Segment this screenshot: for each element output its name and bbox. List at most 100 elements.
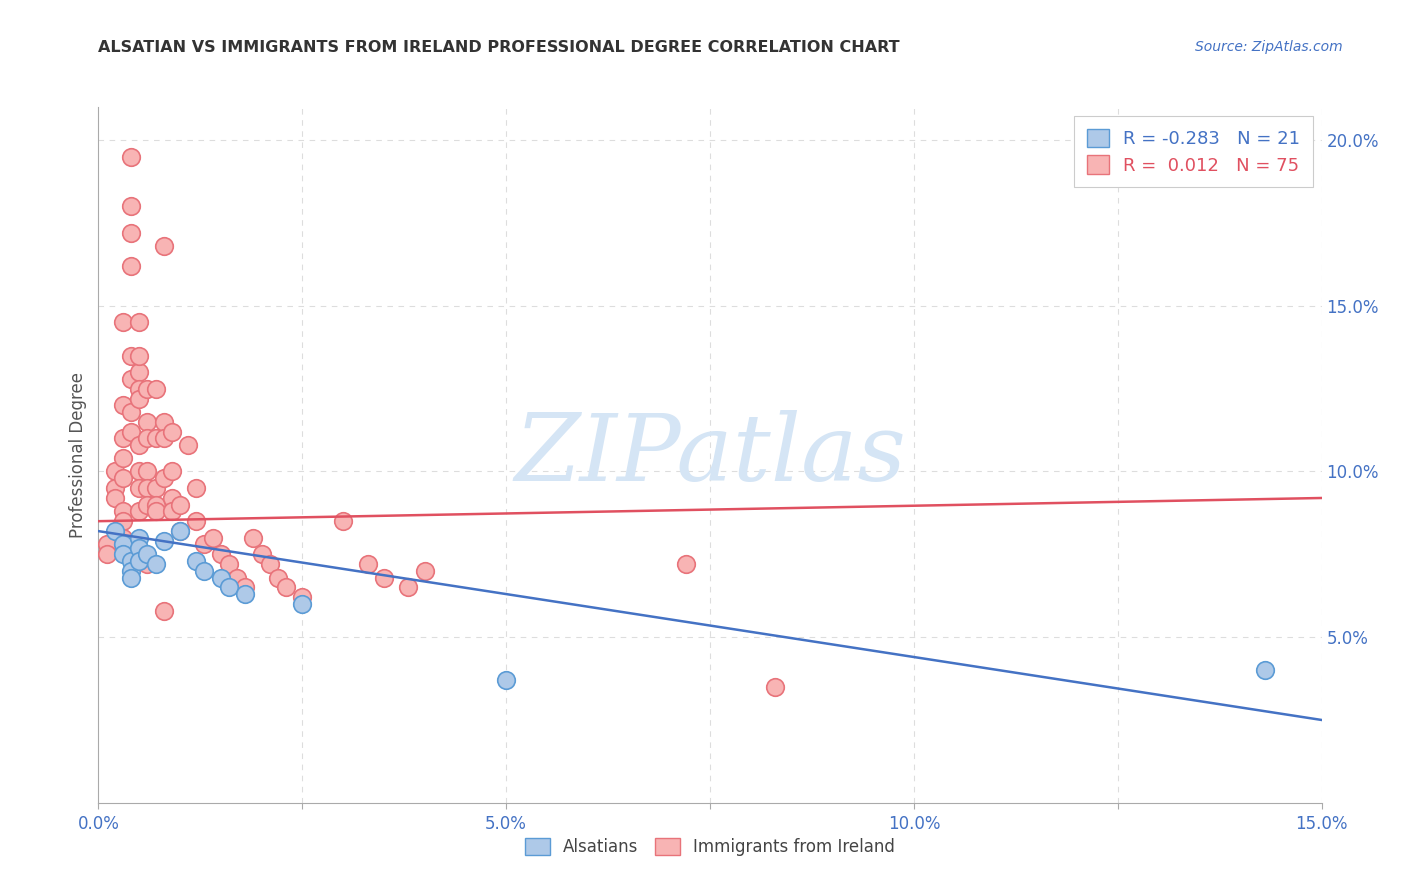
Point <box>291 597 314 611</box>
Point <box>145 382 167 396</box>
Point <box>209 570 232 584</box>
Point <box>201 531 224 545</box>
Point <box>120 199 142 213</box>
Point <box>160 465 183 479</box>
Point <box>495 673 517 688</box>
Point <box>96 547 118 561</box>
Point <box>250 547 273 561</box>
Point <box>218 581 240 595</box>
Point <box>128 382 150 396</box>
Point <box>128 365 150 379</box>
Point <box>145 504 167 518</box>
Point <box>242 531 264 545</box>
Point <box>145 558 167 572</box>
Point <box>128 315 150 329</box>
Point <box>193 537 215 551</box>
Point <box>128 554 150 568</box>
Point <box>169 524 191 538</box>
Point <box>120 226 142 240</box>
Point <box>675 558 697 572</box>
Point <box>120 570 142 584</box>
Point <box>120 425 142 439</box>
Point <box>136 558 159 572</box>
Point <box>291 591 314 605</box>
Point <box>136 481 159 495</box>
Point <box>136 415 159 429</box>
Point <box>104 481 127 495</box>
Point <box>120 259 142 273</box>
Point <box>111 504 134 518</box>
Point <box>152 471 174 485</box>
Point <box>145 431 167 445</box>
Point <box>267 570 290 584</box>
Point <box>145 498 167 512</box>
Point <box>120 150 142 164</box>
Point <box>152 431 174 445</box>
Point <box>373 570 395 584</box>
Point <box>104 524 127 538</box>
Point <box>111 514 134 528</box>
Point <box>145 481 167 495</box>
Point <box>120 405 142 419</box>
Point <box>152 534 174 549</box>
Legend: Alsatians, Immigrants from Ireland: Alsatians, Immigrants from Ireland <box>516 830 904 864</box>
Point <box>218 558 240 572</box>
Point <box>96 537 118 551</box>
Point <box>160 504 183 518</box>
Point <box>136 382 159 396</box>
Point <box>332 514 354 528</box>
Point <box>169 524 191 538</box>
Point <box>111 431 134 445</box>
Point <box>128 531 150 545</box>
Point <box>259 558 281 572</box>
Point <box>763 680 786 694</box>
Point <box>111 547 134 561</box>
Text: ZIPatlas: ZIPatlas <box>515 410 905 500</box>
Point <box>396 581 419 595</box>
Point <box>111 537 134 551</box>
Point <box>136 498 159 512</box>
Y-axis label: Professional Degree: Professional Degree <box>69 372 87 538</box>
Point <box>186 554 208 568</box>
Point <box>356 558 378 572</box>
Point <box>128 392 150 406</box>
Point <box>169 498 191 512</box>
Point <box>111 398 134 412</box>
Point <box>186 481 208 495</box>
Point <box>226 570 249 584</box>
Point <box>136 465 159 479</box>
Point <box>120 372 142 386</box>
Point <box>111 471 134 485</box>
Point <box>128 541 150 555</box>
Point <box>186 514 208 528</box>
Point <box>120 349 142 363</box>
Point <box>111 451 134 466</box>
Point <box>233 581 256 595</box>
Point <box>1253 663 1275 677</box>
Point <box>209 547 232 561</box>
Point <box>128 504 150 518</box>
Point <box>152 239 174 253</box>
Point <box>111 315 134 329</box>
Point <box>152 604 174 618</box>
Point <box>120 554 142 568</box>
Text: ALSATIAN VS IMMIGRANTS FROM IRELAND PROFESSIONAL DEGREE CORRELATION CHART: ALSATIAN VS IMMIGRANTS FROM IRELAND PROF… <box>98 40 900 55</box>
Point <box>104 465 127 479</box>
Point <box>136 431 159 445</box>
Point <box>160 425 183 439</box>
Point <box>233 587 256 601</box>
Point <box>160 491 183 505</box>
Point <box>274 581 297 595</box>
Point <box>128 465 150 479</box>
Point <box>128 438 150 452</box>
Point <box>136 547 159 561</box>
Point <box>128 481 150 495</box>
Point <box>111 531 134 545</box>
Point <box>177 438 200 452</box>
Point <box>104 491 127 505</box>
Point <box>128 349 150 363</box>
Text: Source: ZipAtlas.com: Source: ZipAtlas.com <box>1195 40 1343 54</box>
Point <box>120 564 142 578</box>
Point <box>193 564 215 578</box>
Point <box>413 564 436 578</box>
